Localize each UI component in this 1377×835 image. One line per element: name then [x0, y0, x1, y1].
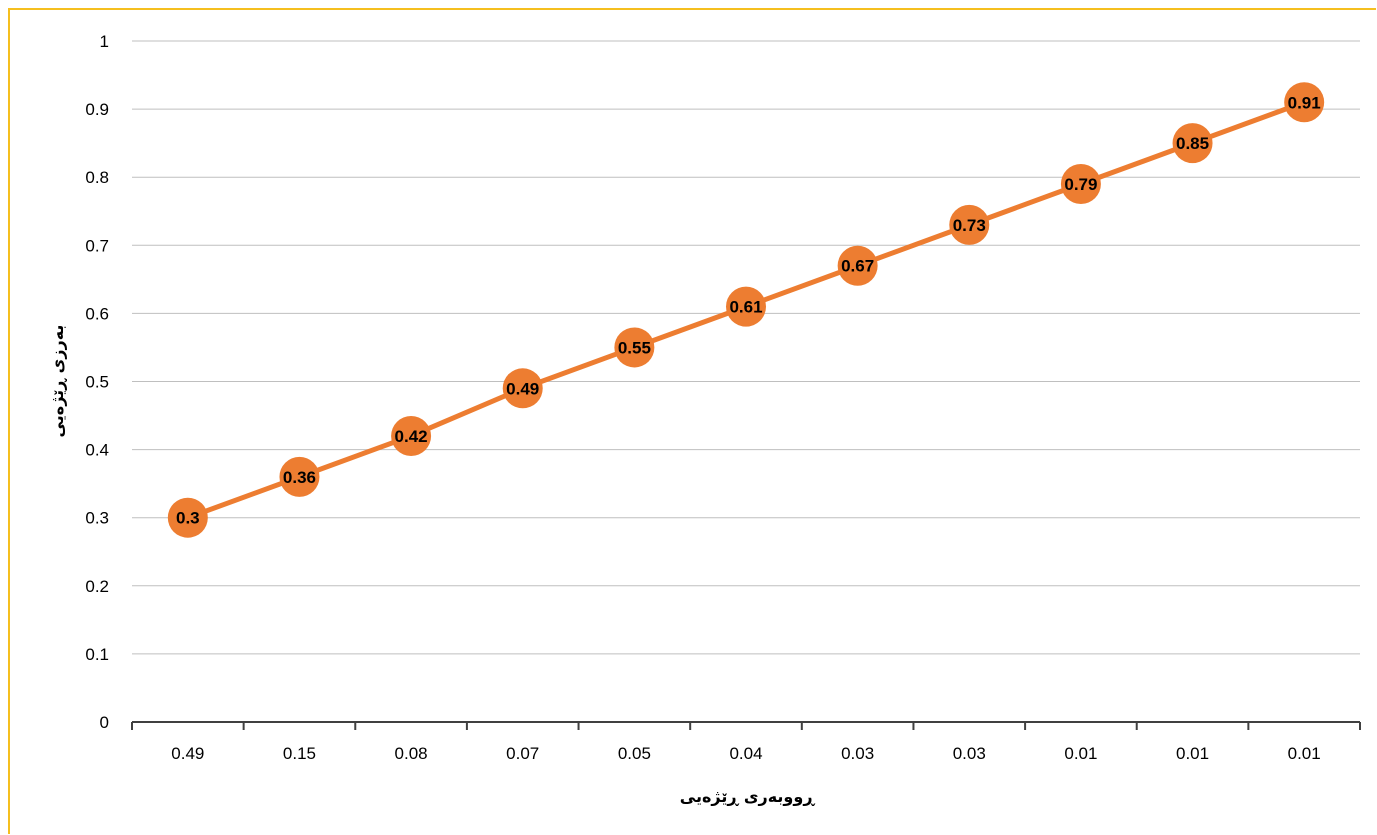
y-axis-title: بەرزی ڕێژەیی — [48, 325, 67, 438]
chart-frame — [8, 8, 1376, 834]
y-tick-label: 1 — [100, 32, 109, 51]
data-label: 0.3 — [176, 509, 200, 528]
x-tick-label: 0.49 — [171, 744, 204, 763]
x-tick-label: 0.01 — [1288, 744, 1321, 763]
data-label: 0.55 — [618, 338, 651, 357]
x-tick-label: 0.05 — [618, 744, 651, 763]
data-point — [837, 245, 878, 286]
data-point — [167, 497, 208, 538]
data-point — [614, 327, 655, 368]
x-axis-title: ڕووبەری ڕێژەیی — [680, 787, 817, 806]
y-tick-label: 0.1 — [85, 645, 109, 664]
x-axis — [131, 721, 1361, 730]
data-point — [1172, 123, 1213, 164]
x-tick-label: 0.03 — [953, 744, 986, 763]
x-tick-label: 0.03 — [841, 744, 874, 763]
y-tick-label: 0.9 — [85, 100, 109, 119]
data-label: 0.49 — [506, 379, 539, 398]
x-tick-label: 0.08 — [395, 744, 428, 763]
x-tick-label: 0.01 — [1176, 744, 1209, 763]
x-tick-label: 0.04 — [729, 744, 762, 763]
y-tick-label: 0.6 — [85, 304, 109, 323]
y-tick-label: 0 — [100, 713, 109, 732]
data-point — [279, 456, 320, 497]
data-point — [502, 368, 543, 409]
y-tick-label: 0.5 — [85, 373, 109, 392]
data-labels: 0.3 0.36 0.42 0.49 0.55 0.61 0.67 0.73 0.79 0.85 0… — [176, 93, 1321, 527]
y-axis-tick-labels: 0 0.1 0.2 0.3 0.4 0.5 0.6 0.7 0.8 0.9 1 — [85, 32, 109, 732]
x-tick-label: 0.01 — [1064, 744, 1097, 763]
y-tick-label: 0.8 — [85, 168, 109, 187]
data-point — [391, 415, 432, 456]
y-tick-label: 0.7 — [85, 236, 109, 255]
y-tick-label: 0.4 — [85, 441, 109, 460]
data-label: 0.91 — [1288, 93, 1321, 112]
data-point — [949, 204, 990, 245]
x-tick-label: 0.07 — [506, 744, 539, 763]
data-label: 0.85 — [1176, 134, 1209, 153]
y-tick-label: 0.2 — [85, 577, 109, 596]
data-points — [167, 82, 1325, 538]
x-axis-tick-labels: 0.49 0.15 0.08 0.07 0.05 0.04 0.03 0.03 0.01 0.01… — [171, 744, 1320, 763]
data-label: 0.67 — [841, 257, 874, 276]
gridlines — [132, 40, 1360, 655]
data-label: 0.36 — [283, 468, 316, 487]
data-point — [1284, 82, 1325, 123]
data-point — [1060, 164, 1101, 205]
data-label: 0.79 — [1064, 175, 1097, 194]
data-label: 0.42 — [395, 427, 428, 446]
data-label: 0.61 — [729, 298, 762, 317]
x-tick-label: 0.15 — [283, 744, 316, 763]
data-point — [726, 286, 766, 327]
y-tick-label: 0.3 — [85, 509, 109, 528]
data-label: 0.73 — [953, 216, 986, 235]
